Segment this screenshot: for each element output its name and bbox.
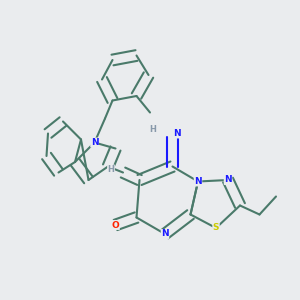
Text: N: N: [224, 176, 232, 184]
Text: O: O: [112, 220, 119, 230]
Text: N: N: [173, 129, 181, 138]
Text: H: H: [150, 124, 156, 134]
Text: N: N: [91, 138, 98, 147]
Text: H: H: [108, 165, 114, 174]
Text: S: S: [213, 224, 219, 232]
Text: N: N: [161, 230, 169, 238]
Text: N: N: [194, 177, 202, 186]
